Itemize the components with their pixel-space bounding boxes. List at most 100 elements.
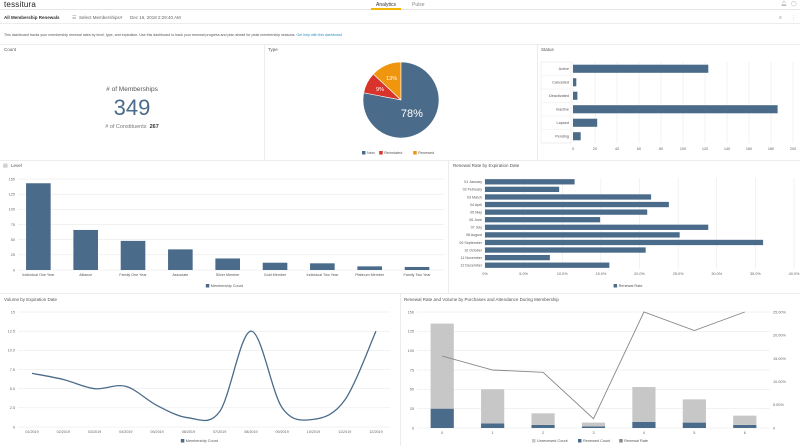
- y-tick-label: 50: [410, 388, 414, 392]
- dashboard-title[interactable]: All Membership Renewals: [4, 15, 60, 20]
- x-tick-label: 08/2019: [244, 430, 257, 434]
- type-panel-title: Type: [268, 47, 278, 52]
- x-tick-label: Individual Two Year: [306, 273, 338, 277]
- bar-renewed: [682, 422, 706, 428]
- divider: [400, 293, 401, 446]
- legend-swatch: [362, 151, 366, 155]
- x-tick-label: 2: [542, 431, 544, 435]
- bar: [73, 229, 98, 270]
- y-tick-label: 09 September: [459, 241, 482, 245]
- filter-icon: ☰: [72, 15, 77, 21]
- y-tick-label: 0: [13, 268, 15, 272]
- legend-swatch: [619, 439, 623, 443]
- x-tick-label: 10/2019: [307, 430, 320, 434]
- renewal-rate-bar-chart: 0% 5.0% 10.0% 15.0% 20.0% 25.0% 30.0% 35.0% 40.0…: [459, 178, 800, 288]
- active-tab-indicator: [371, 8, 401, 10]
- legend-swatch: [532, 439, 536, 443]
- x-tick-label: 0: [572, 147, 574, 151]
- y2-tick-label: 15.00%: [773, 357, 787, 361]
- legend-label: Renewal Rate: [624, 439, 648, 443]
- y2-tick-label: 25.00%: [773, 310, 787, 314]
- y-tick-label: Cancelled: [552, 81, 569, 85]
- status-panel-title: Status: [541, 47, 554, 52]
- bar: [485, 194, 652, 200]
- bar-unrenewed: [682, 399, 706, 423]
- x-tick-label: 0: [441, 431, 443, 435]
- y-tick-label: 0: [412, 426, 414, 430]
- y-tick-label: 01 January: [464, 180, 482, 184]
- level-panel-title: Level: [11, 163, 22, 168]
- x-tick-label: 140: [724, 147, 730, 151]
- pie-slice: [362, 61, 440, 139]
- legend-label: Unrenewed Count: [537, 439, 569, 443]
- x-tick-label: 05/2019: [150, 430, 163, 434]
- x-tick-label: 80: [659, 147, 663, 151]
- bar: [573, 118, 598, 127]
- bar: [573, 91, 578, 100]
- y-tick-label: Lapsed: [557, 121, 569, 125]
- bar: [485, 209, 648, 215]
- bar-unrenewed: [430, 323, 454, 409]
- x-tick-label: 1: [492, 431, 494, 435]
- bar: [485, 224, 709, 230]
- bar: [573, 78, 577, 87]
- chevron-down-icon[interactable]: ▾: [120, 15, 123, 21]
- renewal-rate-panel-title: Renewal Rate by Expiration Date: [453, 163, 520, 168]
- x-tick-label: Silver Member: [216, 273, 241, 277]
- legend-label: Renewed Count: [583, 439, 611, 443]
- slice-label: 9%: [376, 87, 384, 93]
- bar: [573, 105, 778, 114]
- user-icon[interactable]: ◯: [791, 1, 797, 7]
- y-tick-label: 03 March: [467, 195, 482, 199]
- notification-bell-icon[interactable]: 🔔︎: [781, 1, 788, 7]
- bar: [485, 254, 550, 261]
- y-tick-label: 150: [9, 177, 15, 181]
- x-tick-label: 40.0%: [789, 272, 800, 276]
- tab-analytics[interactable]: Analytics: [376, 2, 397, 8]
- legend-label: Renewed: [418, 151, 434, 155]
- y-tick-label: 10 October: [464, 248, 483, 252]
- x-tick-label: 60: [637, 147, 641, 151]
- x-tick-label: 20.0%: [634, 272, 645, 276]
- y-tick-label: 12 December: [460, 264, 482, 268]
- x-tick-label: Platinum Member: [355, 273, 385, 277]
- x-tick-label: 01/2019: [25, 430, 38, 434]
- y-tick-label: 100: [408, 349, 414, 353]
- share-icon[interactable]: ≡: [779, 15, 782, 21]
- slice-label: 13%: [386, 76, 397, 82]
- x-tick-label: 25.0%: [673, 272, 684, 276]
- legend-swatch: [379, 151, 383, 155]
- bar-renewed: [581, 426, 606, 428]
- x-tick-label: 12/2019: [369, 430, 382, 434]
- help-link[interactable]: Get help with this dashboard: [296, 33, 343, 37]
- constituents-label: # of Constituents: [105, 124, 147, 130]
- bar: [485, 262, 610, 268]
- x-tick-label: 6: [744, 431, 746, 435]
- y2-tick-label: 0: [773, 426, 775, 430]
- more-options-icon[interactable]: ⋮: [791, 15, 796, 21]
- legend-label: Membership Count: [211, 284, 244, 288]
- membership-filter[interactable]: Select Memberships: [79, 15, 120, 20]
- purchases-combo-chart: 025507510012515005.00%10.00%15.00%20.00%…: [408, 310, 787, 443]
- bar-renewed: [531, 424, 555, 428]
- x-tick-label: 15.0%: [595, 272, 606, 276]
- y-tick-label: 5.0: [10, 387, 15, 391]
- volume-line-chart: 0 2.5 5.0 7.5 10.0 12.5 15 01/2019 02/2019 03/201…: [8, 310, 390, 443]
- tab-pulse[interactable]: Pulse: [412, 2, 425, 8]
- bar: [485, 232, 680, 238]
- divider: [264, 44, 265, 160]
- bar: [215, 258, 240, 270]
- bar: [168, 249, 193, 270]
- x-tick-label: Family One Year: [119, 273, 147, 277]
- y-tick-label: 7.5: [10, 368, 15, 372]
- y-tick-label: 06 June: [469, 218, 482, 222]
- x-tick-label: Individual One Year: [22, 273, 55, 277]
- date-range[interactable]: Dec 16, 2018 2:29:40 AM: [130, 15, 181, 20]
- constituents-value: 267: [149, 124, 159, 130]
- y-tick-label: 75: [11, 223, 15, 227]
- x-tick-label: Associate: [172, 273, 188, 277]
- y2-tick-label: 10.00%: [773, 380, 787, 384]
- legend-label: Membership Count: [186, 439, 219, 443]
- x-tick-label: 160: [746, 147, 752, 151]
- y-tick-label: 25: [11, 253, 15, 257]
